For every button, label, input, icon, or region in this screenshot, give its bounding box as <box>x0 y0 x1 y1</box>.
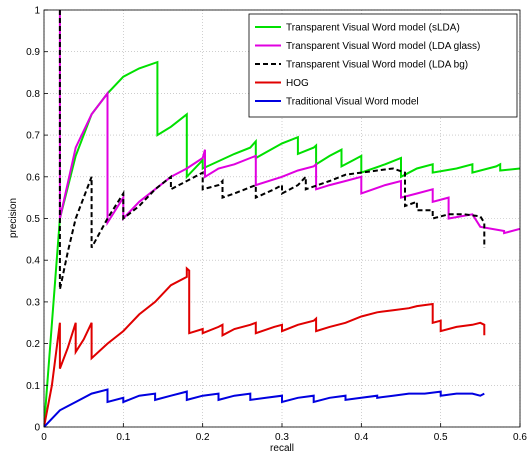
y-tick-label: 0.3 <box>26 297 40 308</box>
legend-label-4: Traditional Visual Word model <box>286 97 419 108</box>
y-tick-label: 0.8 <box>26 89 40 100</box>
x-tick-label: 0 <box>41 432 47 443</box>
series-group <box>44 10 520 427</box>
legend-label-1: Transparent Visual Word model (LDA glass… <box>286 41 480 52</box>
ticks: 0 0.1 0.2 0.3 0.4 0.5 0.6 0 0.1 0.2 0.3 0.4 0.5 0.6 0.… <box>26 6 527 444</box>
series-line-1 <box>58 10 520 235</box>
x-tick-label: 0.6 <box>513 432 527 443</box>
series-line-4 <box>44 388 485 427</box>
series-line-2 <box>58 10 486 290</box>
series-line-3 <box>44 266 486 427</box>
y-tick-label: 0.1 <box>26 381 40 392</box>
y-tick-label: 0.4 <box>26 256 40 267</box>
legend-label-2: Transparent Visual Word model (LDA bg) <box>286 60 468 71</box>
y-tick-label: 0.2 <box>26 339 40 350</box>
series-line-0 <box>44 60 520 427</box>
y-tick-label: 0.6 <box>26 172 40 183</box>
y-axis-label: precision <box>8 198 19 238</box>
x-tick-label: 0.3 <box>275 432 289 443</box>
y-tick-label: 0.7 <box>26 131 40 142</box>
x-tick-label: 0.4 <box>354 432 368 443</box>
x-tick-label: 0.5 <box>434 432 448 443</box>
y-tick-label: 0 <box>34 423 40 434</box>
legend-label-3: HOG <box>286 78 309 89</box>
x-axis-label: recall <box>270 443 294 452</box>
legend: Transparent Visual Word model (sLDA) Tran… <box>248 13 518 118</box>
legend-box <box>248 13 518 118</box>
x-tick-label: 0.2 <box>196 432 210 443</box>
legend-label-0: Transparent Visual Word model (sLDA) <box>286 23 460 34</box>
y-tick-label: 0.5 <box>26 214 40 225</box>
x-tick-label: 0.1 <box>116 432 130 443</box>
y-tick-label: 1 <box>34 6 40 17</box>
y-tick-label: 0.9 <box>26 47 40 58</box>
